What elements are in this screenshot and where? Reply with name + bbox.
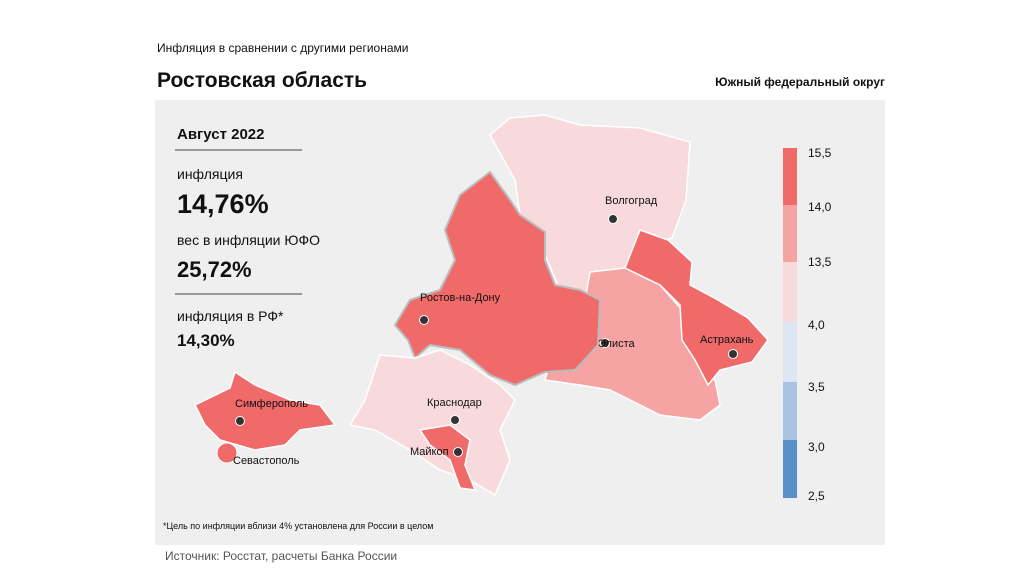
legend-swatch bbox=[783, 205, 797, 262]
region-krasnodar bbox=[348, 349, 516, 497]
city-label: Севастополь bbox=[233, 455, 300, 467]
region-adygea bbox=[418, 424, 477, 491]
inflation-label: инфляция bbox=[177, 166, 243, 182]
city-label: Элиста bbox=[598, 338, 636, 350]
city-dot bbox=[453, 447, 463, 457]
city-dot bbox=[419, 315, 429, 325]
legend: 15,5 14,0 13,5 4,0 3,5 3,0 2,5 bbox=[783, 146, 832, 503]
legend-label: 13,5 bbox=[808, 255, 832, 269]
regions bbox=[193, 114, 769, 497]
source: Источник: Росстат, расчеты Банка России bbox=[165, 549, 397, 563]
city-label: Симферополь bbox=[235, 398, 308, 410]
city-dot bbox=[728, 349, 738, 359]
region-group: Южный федеральный округ bbox=[715, 75, 885, 89]
legend-label: 15,5 bbox=[808, 146, 832, 160]
city-dot bbox=[450, 415, 460, 425]
region-sevastopol bbox=[216, 442, 238, 464]
legend-swatch bbox=[783, 148, 797, 205]
region-rostov bbox=[393, 170, 602, 387]
footnote: *Цель по инфляции вблизи 4% установлена … bbox=[163, 521, 433, 531]
weight-label: вес в инфляции ЮФО bbox=[177, 232, 320, 248]
legend-label: 3,0 bbox=[808, 440, 825, 454]
legend-swatch bbox=[783, 382, 797, 440]
city-label: Волгоград bbox=[605, 195, 658, 207]
legend-label: 2,5 bbox=[808, 489, 825, 503]
rf-label: инфляция в РФ* bbox=[177, 308, 284, 324]
city-label: Ростов-на-Дону bbox=[420, 292, 501, 304]
city-dot bbox=[600, 338, 610, 348]
legend-swatch bbox=[783, 322, 797, 382]
legend-label: 3,5 bbox=[808, 380, 825, 394]
rf-value: 14,30% bbox=[177, 331, 235, 350]
subtitle: Инфляция в сравнении с другими регионами bbox=[157, 41, 408, 55]
weight-value: 25,72% bbox=[177, 257, 252, 282]
city-label: Майкоп bbox=[410, 446, 449, 458]
city-label: Краснодар bbox=[427, 397, 482, 409]
inflation-value: 14,76% bbox=[177, 189, 269, 219]
legend-swatch bbox=[783, 262, 797, 322]
region-astrakhan bbox=[624, 229, 769, 387]
period: Август 2022 bbox=[177, 126, 265, 143]
city-dot bbox=[608, 214, 618, 224]
region-crimea bbox=[193, 370, 337, 451]
title: Ростовская область bbox=[157, 69, 367, 92]
legend-label: 4,0 bbox=[808, 318, 825, 332]
cities: Волгоград Ростов-на-Дону Элиста Астрахань Кр… bbox=[233, 195, 754, 467]
city-dot bbox=[235, 416, 245, 426]
legend-label: 14,0 bbox=[808, 200, 832, 214]
legend-swatch bbox=[783, 440, 797, 498]
city-label: Астрахань bbox=[700, 334, 754, 346]
